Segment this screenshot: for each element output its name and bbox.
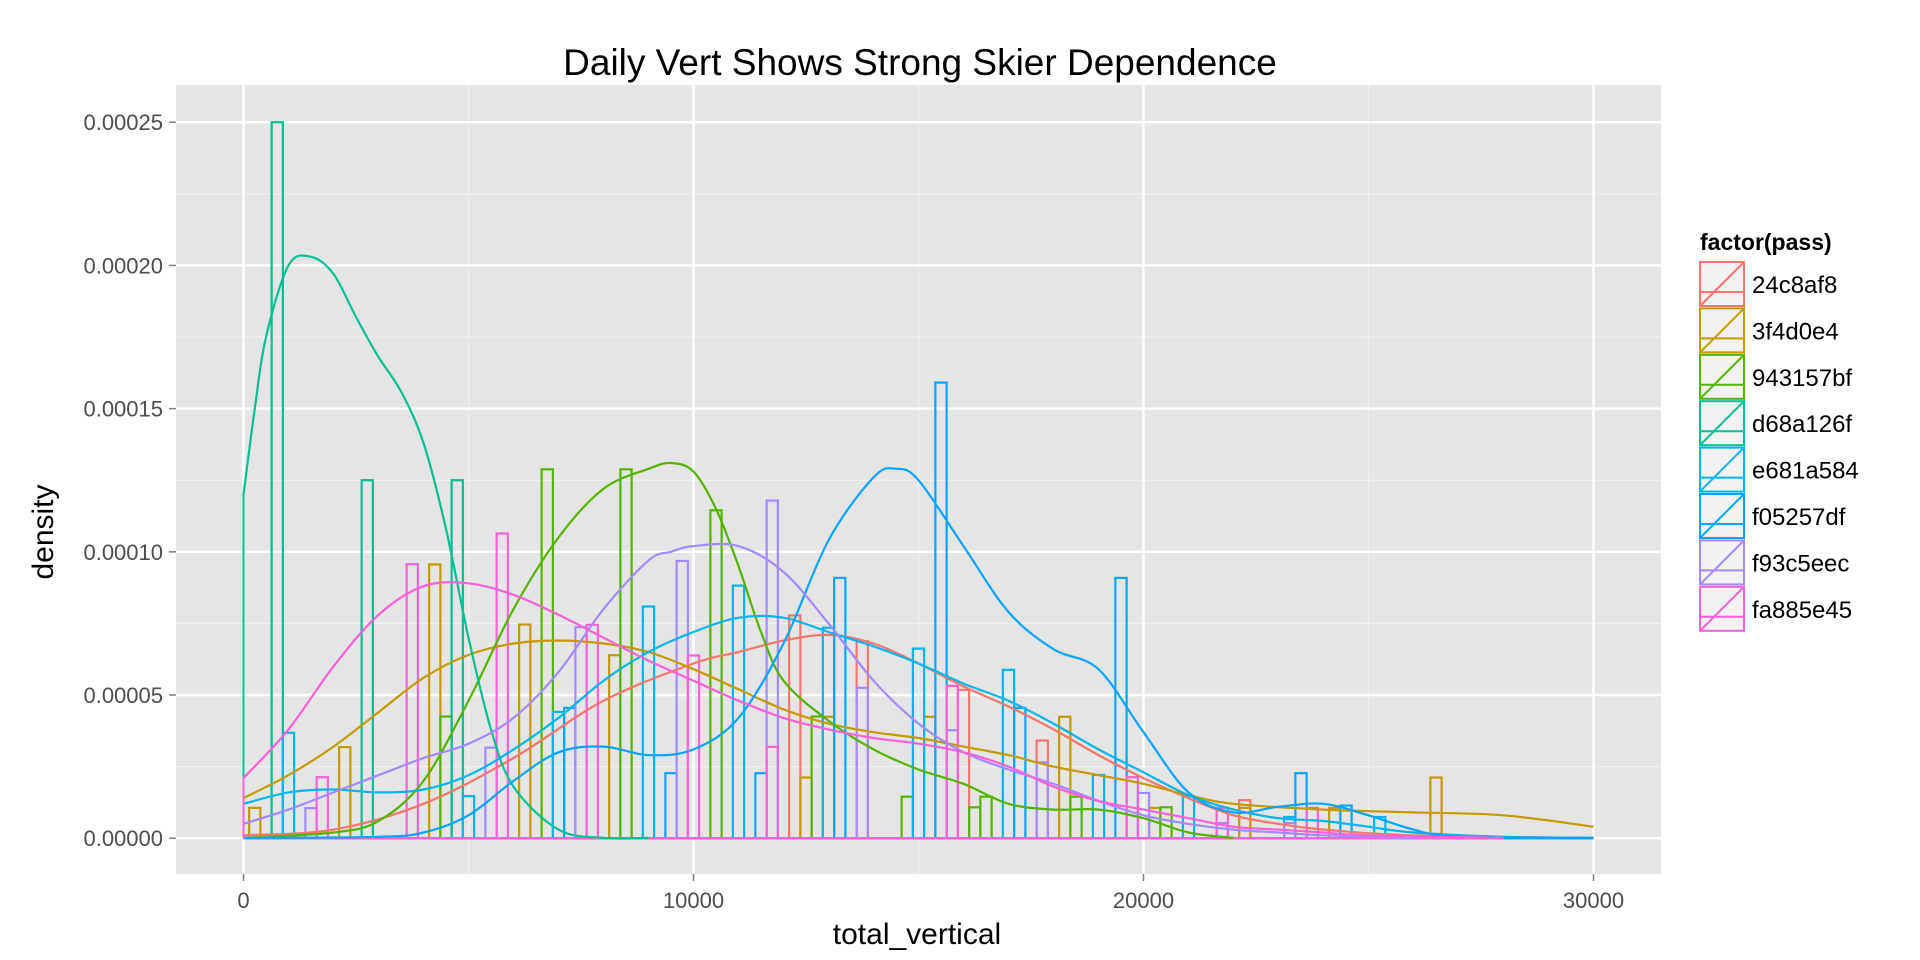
legend-title: factor(pass) (1700, 229, 1832, 255)
density-curves (242, 254, 1594, 840)
x-tick-label: 10000 (663, 888, 724, 913)
grid-lines (176, 85, 1661, 874)
legend-key-slash (1700, 355, 1744, 399)
chart-title: Daily Vert Shows Strong Skier Dependence (563, 42, 1277, 83)
legend-key-slash (1700, 308, 1744, 353)
density-curve-3f4d0e4 (243, 639, 1594, 828)
y-tick-label: 0.00025 (83, 110, 163, 135)
legend-label: f05257df (1752, 504, 1846, 531)
legend-item: 943157bf (1699, 353, 1852, 400)
y-tick-label: 0.00010 (83, 540, 163, 565)
legend-key-slash (1700, 262, 1744, 306)
legend-item: 3f4d0e4 (1699, 307, 1839, 354)
legend-item: f93c5eec (1699, 539, 1849, 586)
legend-label: d68a126f (1752, 411, 1852, 438)
legend: factor(pass) 24c8af8 3f4d0e4 943157bf d68a1… (1699, 229, 1859, 632)
density-curve-e681a584 (243, 614, 1594, 839)
legend-label: e681a584 (1752, 458, 1859, 485)
density-curve-fa885e45 (242, 581, 1504, 839)
density-curve-f93c5eec (243, 542, 1414, 839)
y-axis-title: density (27, 484, 60, 579)
legend-key-slash (1700, 401, 1744, 445)
y-tick-label: 0.00015 (83, 397, 163, 422)
x-tick-label: 20000 (1113, 888, 1174, 913)
legend-item: 24c8af8 (1699, 261, 1837, 307)
legend-key-slash (1700, 447, 1744, 492)
legend-item: f05257df (1699, 493, 1846, 539)
legend-key-slash (1700, 587, 1744, 631)
legend-key-slash (1700, 494, 1744, 538)
x-tick-label: 0 (237, 888, 249, 913)
density-curve-943157bf (243, 461, 1234, 839)
x-axis: 0 10000 20000 30000 (237, 874, 1624, 913)
y-tick-label: 0.00000 (83, 826, 163, 851)
legend-key-slash (1700, 540, 1744, 585)
density-curve-d68a126f (242, 254, 649, 840)
y-tick-label: 0.00020 (83, 253, 163, 278)
legend-label: fa885e45 (1752, 597, 1852, 624)
y-tick-label: 0.00005 (83, 683, 163, 708)
legend-label: 3f4d0e4 (1752, 318, 1839, 345)
legend-item: d68a126f (1699, 400, 1852, 447)
x-axis-title: total_vertical (833, 918, 1001, 951)
y-axis: 0.00000 0.00005 0.00010 0.00015 0.00020 0.000… (83, 110, 176, 851)
x-tick-label: 30000 (1563, 888, 1624, 913)
density-curve-f05257df (243, 467, 1594, 839)
legend-label: 943157bf (1752, 365, 1852, 392)
legend-label: f93c5eec (1752, 550, 1849, 577)
legend-label: 24c8af8 (1752, 272, 1837, 299)
legend-item: e681a584 (1699, 446, 1859, 493)
legend-item: fa885e45 (1699, 585, 1852, 632)
